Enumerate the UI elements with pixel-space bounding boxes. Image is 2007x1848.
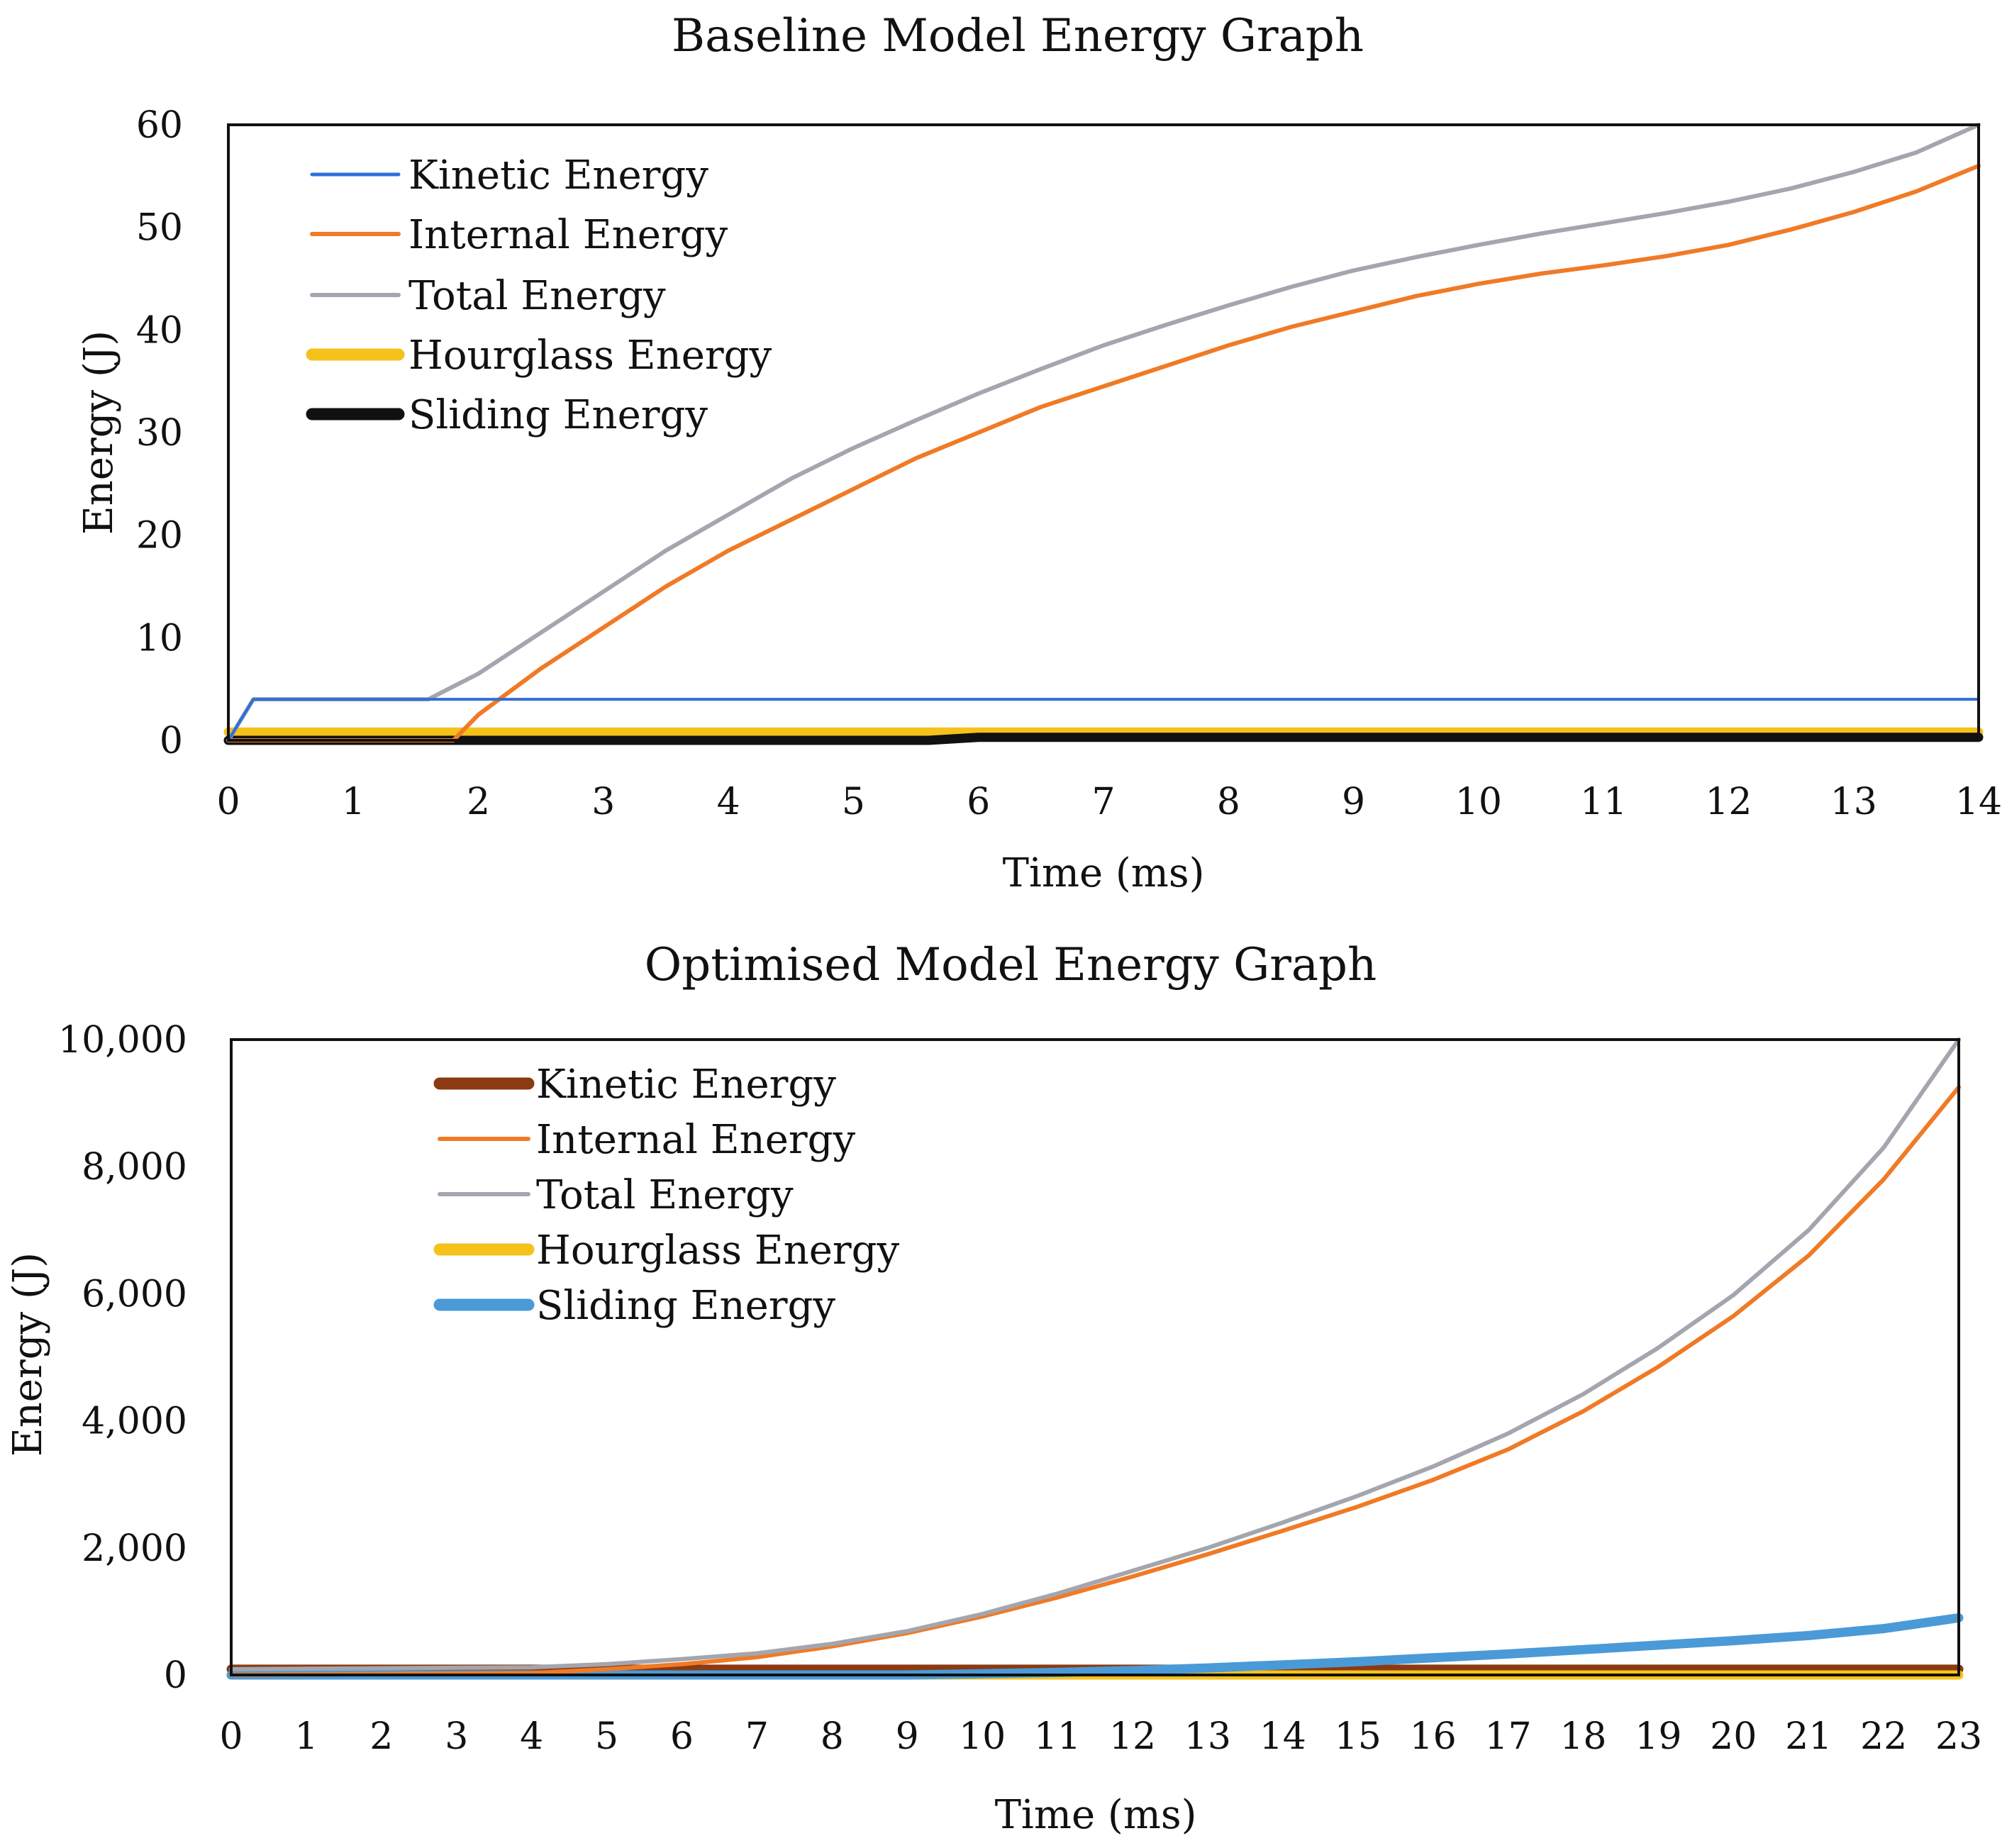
y-tick-label: 0 [164, 1654, 187, 1697]
legend-item-sliding-energy: Sliding Energy [306, 392, 708, 438]
x-tick-label: 10 [1455, 781, 1502, 823]
x-tick-label: 16 [1410, 1715, 1457, 1758]
x-tick-label: 5 [595, 1715, 618, 1758]
x-tick-label: 20 [1710, 1715, 1757, 1758]
legend-item-internal-energy: Internal Energy [310, 212, 728, 258]
optimised-series-layer [226, 1037, 1964, 1680]
x-tick-label: 12 [1705, 781, 1752, 823]
legend-label-hourglass-energy: Hourglass Energy [536, 1228, 900, 1274]
y-tick-label: 2,000 [82, 1527, 187, 1570]
x-tick-label: 2 [369, 1715, 393, 1758]
y-tick-label: 60 [136, 104, 183, 147]
optimised-legend: Kinetic Energy Internal Energy Total Ene… [433, 1062, 900, 1329]
x-tick-label: 13 [1184, 1715, 1231, 1758]
x-tick-label: 14 [1955, 781, 2002, 823]
optimised-chart-title: Optimised Model Energy Graph [645, 939, 1377, 991]
x-tick-label: 21 [1785, 1715, 1832, 1758]
legend-item-total-energy: Total Energy [310, 273, 666, 319]
y-tick-label: 30 [136, 412, 183, 455]
series-line-sliding-energy [226, 1613, 1964, 1680]
x-tick-label: 7 [745, 1715, 769, 1758]
baseline-chart-title: Baseline Model Energy Graph [672, 10, 1364, 62]
series-line-total-energy [229, 1037, 1961, 1671]
baseline-plot-frame [227, 123, 1980, 742]
y-tick-label: 50 [136, 207, 183, 250]
x-tick-label: 10 [959, 1715, 1006, 1758]
legend-label-kinetic-energy: Kinetic Energy [536, 1062, 836, 1108]
legend-item-kinetic-energy: Kinetic Energy [310, 152, 708, 199]
x-tick-label: 7 [1091, 781, 1115, 823]
y-tick-label: 40 [136, 309, 183, 352]
x-tick-label: 5 [842, 781, 865, 823]
optimised-y-tick-labels: 0 2,000 4,000 6,000 8,000 10,000 [58, 1019, 187, 1697]
x-tick-label: 9 [896, 1715, 919, 1758]
x-tick-label: 17 [1484, 1715, 1531, 1758]
x-tick-label: 14 [1260, 1715, 1306, 1758]
legend-item-hourglass-energy: Hourglass Energy [433, 1228, 900, 1274]
x-tick-label: 8 [1217, 781, 1240, 823]
x-tick-label: 8 [821, 1715, 844, 1758]
optimised-y-axis-title: Energy (J) [5, 1252, 51, 1457]
x-tick-label: 6 [670, 1715, 694, 1758]
optimised-x-tick-labels: 0 1 2 3 4 5 6 7 8 9 10 11 12 13 14 15 16 17 18 19 20 21 22 23 [219, 1715, 1982, 1758]
legend-item-total-energy: Total Energy [438, 1172, 794, 1218]
legend-label-total-energy: Total Energy [536, 1172, 794, 1218]
legend-label-hourglass-energy: Hourglass Energy [408, 333, 772, 379]
y-tick-label: 4,000 [82, 1401, 187, 1443]
x-tick-label: 0 [219, 1715, 243, 1758]
legend-label-internal-energy: Internal Energy [536, 1117, 855, 1163]
y-tick-label: 8,000 [82, 1146, 187, 1189]
x-tick-label: 4 [520, 1715, 543, 1758]
legend-item-hourglass-energy: Hourglass Energy [306, 333, 772, 379]
legend-item-internal-energy: Internal Energy [438, 1117, 855, 1163]
baseline-legend: Kinetic Energy Internal Energy Total Ene… [306, 152, 772, 438]
x-tick-label: 11 [1580, 781, 1627, 823]
baseline-chart: Baseline Model Energy Graph 010203040506… [76, 10, 2002, 896]
legend-label-kinetic-energy: Kinetic Energy [408, 152, 708, 199]
x-tick-label: 3 [591, 781, 615, 823]
x-tick-label: 15 [1335, 1715, 1381, 1758]
legend-label-total-energy: Total Energy [408, 273, 666, 319]
legend-item-sliding-energy: Sliding Energy [433, 1283, 835, 1329]
x-tick-label: 12 [1109, 1715, 1156, 1758]
x-tick-label: 6 [967, 781, 990, 823]
legend-label-sliding-energy: Sliding Energy [536, 1283, 835, 1329]
x-tick-label: 1 [342, 781, 365, 823]
x-tick-label: 18 [1560, 1715, 1606, 1758]
x-tick-label: 13 [1830, 781, 1877, 823]
legend-item-kinetic-energy: Kinetic Energy [433, 1062, 836, 1108]
x-tick-label: 4 [717, 781, 740, 823]
x-tick-label: 19 [1635, 1715, 1681, 1758]
y-tick-label: 6,000 [82, 1273, 187, 1315]
baseline-y-tick-labels: 0 10 20 30 40 50 60 [136, 104, 183, 762]
optimised-plot-frame [230, 1038, 1960, 1676]
optimised-x-axis-title: Time (ms) [995, 1792, 1197, 1838]
series-line-total-energy [226, 123, 1981, 742]
x-tick-label: 11 [1034, 1715, 1081, 1758]
series-line-kinetic-energy [227, 698, 1980, 742]
y-tick-label: 10 [136, 617, 183, 659]
y-tick-label: 0 [160, 720, 183, 762]
baseline-y-axis-title: Energy (J) [76, 330, 122, 535]
baseline-x-tick-labels: 0 1 2 3 4 5 6 7 8 9 10 11 12 13 14 [216, 781, 2002, 823]
legend-label-internal-energy: Internal Energy [408, 212, 728, 258]
y-tick-label: 10,000 [58, 1019, 187, 1062]
x-tick-label: 0 [216, 781, 240, 823]
series-line-internal-energy [226, 163, 1981, 742]
optimised-chart: Optimised Model Energy Graph 0 2,000 4,000… [5, 939, 1982, 1838]
x-tick-label: 3 [445, 1715, 468, 1758]
x-tick-label: 1 [294, 1715, 318, 1758]
baseline-x-axis-title: Time (ms) [1003, 850, 1205, 896]
y-tick-label: 20 [136, 515, 183, 557]
series-line-internal-energy [229, 1085, 1961, 1677]
x-tick-label: 2 [467, 781, 490, 823]
x-tick-label: 23 [1935, 1715, 1982, 1758]
legend-label-sliding-energy: Sliding Energy [408, 392, 708, 438]
x-tick-label: 9 [1342, 781, 1365, 823]
x-tick-label: 22 [1860, 1715, 1907, 1758]
